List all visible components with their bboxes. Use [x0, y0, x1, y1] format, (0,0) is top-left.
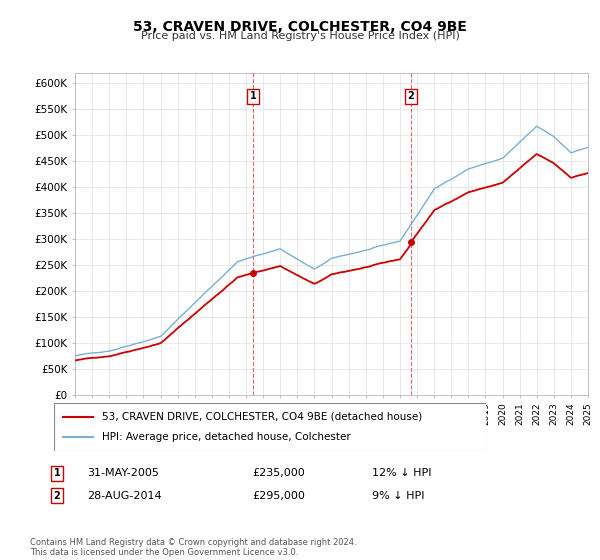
Text: 2: 2: [53, 491, 61, 501]
Text: 1: 1: [250, 91, 257, 101]
Text: £295,000: £295,000: [252, 491, 305, 501]
FancyBboxPatch shape: [54, 403, 486, 451]
Text: Price paid vs. HM Land Registry's House Price Index (HPI): Price paid vs. HM Land Registry's House …: [140, 31, 460, 41]
Text: 53, CRAVEN DRIVE, COLCHESTER, CO4 9BE: 53, CRAVEN DRIVE, COLCHESTER, CO4 9BE: [133, 20, 467, 34]
Text: 12% ↓ HPI: 12% ↓ HPI: [372, 468, 431, 478]
Text: 28-AUG-2014: 28-AUG-2014: [87, 491, 161, 501]
Text: 31-MAY-2005: 31-MAY-2005: [87, 468, 159, 478]
Text: 9% ↓ HPI: 9% ↓ HPI: [372, 491, 425, 501]
Text: 2: 2: [407, 91, 415, 101]
Text: 53, CRAVEN DRIVE, COLCHESTER, CO4 9BE (detached house): 53, CRAVEN DRIVE, COLCHESTER, CO4 9BE (d…: [101, 412, 422, 422]
Text: 1: 1: [53, 468, 61, 478]
Text: Contains HM Land Registry data © Crown copyright and database right 2024.
This d: Contains HM Land Registry data © Crown c…: [30, 538, 356, 557]
Text: £235,000: £235,000: [252, 468, 305, 478]
Text: HPI: Average price, detached house, Colchester: HPI: Average price, detached house, Colc…: [101, 432, 350, 442]
